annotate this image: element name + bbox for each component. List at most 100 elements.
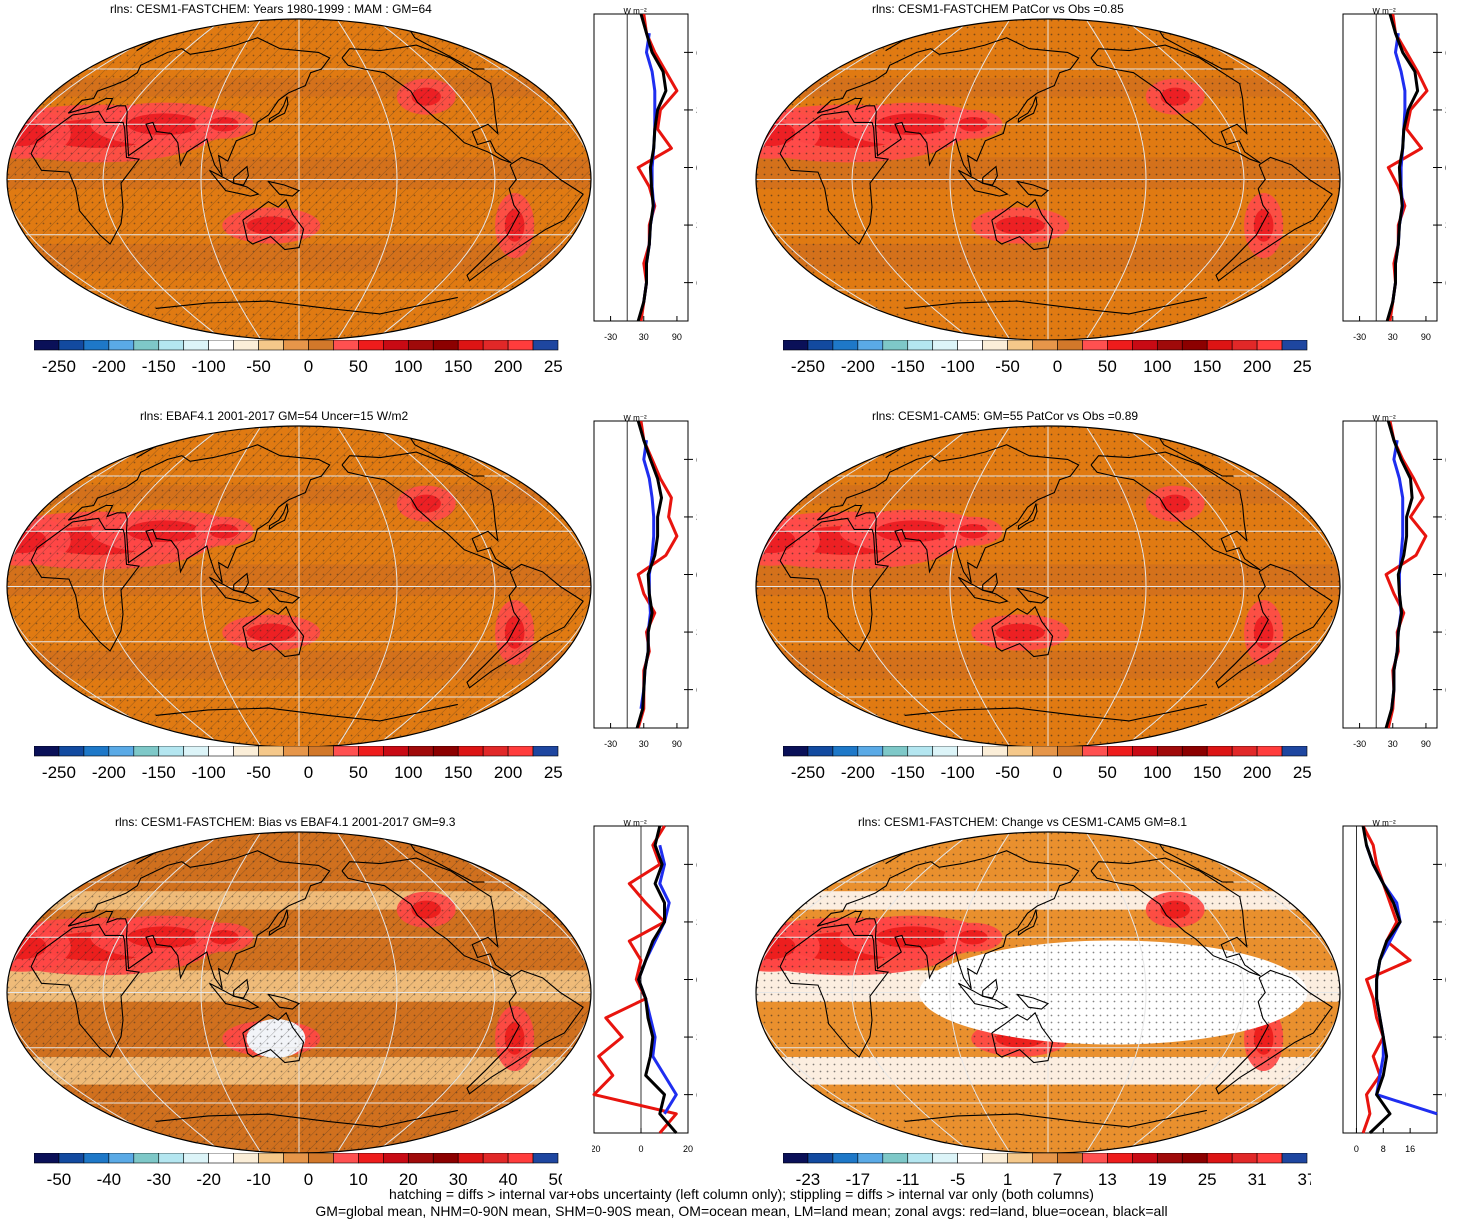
colorbar-label: 150 xyxy=(1193,763,1221,782)
colorbar-swatch xyxy=(83,746,110,757)
colorbar-swatch xyxy=(957,340,983,351)
colorbar-swatch xyxy=(83,1153,110,1164)
colorbar-swatch xyxy=(208,746,234,757)
longitude-gridline xyxy=(1150,426,1340,747)
colorbar-swatch xyxy=(1082,746,1108,757)
colorbar-swatch xyxy=(1181,746,1208,757)
x-tick-label: 16 xyxy=(1405,1144,1415,1154)
coastline xyxy=(816,444,1080,584)
colorbar-swatch xyxy=(1057,746,1083,757)
colorbar-label: -17 xyxy=(846,1170,871,1189)
colorbar: -250 -200 -150 -100 -50 0 50 100 150 200 250 xyxy=(34,746,562,782)
lat-tick-label: 60S xyxy=(696,685,697,697)
colorbar-label: 100 xyxy=(1143,763,1171,782)
colorbar-swatch xyxy=(1256,340,1283,351)
coastline xyxy=(466,563,584,689)
coastline xyxy=(1215,156,1333,282)
longitude-gridline xyxy=(367,426,496,747)
zonal-average-plot: W m⁻² 60N 30N 0 30S 60S -30 30 90 xyxy=(593,8,697,342)
zonal-average-plot: W m⁻² 60N 30N 0 30S 60S -20 0 20 xyxy=(592,820,697,1154)
colorbar-swatch xyxy=(1281,340,1308,351)
colorbar-label: 250 xyxy=(1293,357,1311,376)
colorbar-swatch xyxy=(1132,746,1158,757)
colorbar-label: -250 xyxy=(42,763,76,782)
x-tick-label: -30 xyxy=(1353,739,1366,749)
x-tick-label: 8 xyxy=(1381,1144,1386,1154)
map-title: rlns: CESM1-FASTCHEM: Change vs CESM1-CA… xyxy=(858,815,1188,829)
coastline xyxy=(957,576,1009,604)
coastline xyxy=(155,1109,458,1128)
lat-tick-label: 30N xyxy=(1445,105,1446,117)
coastline xyxy=(1016,993,1050,1010)
map-plot xyxy=(6,831,592,1154)
zonal-line-all xyxy=(636,13,668,322)
colorbar-swatch xyxy=(482,746,509,757)
x-tick-label: 90 xyxy=(1421,739,1431,749)
lat-tick-label: 30S xyxy=(696,220,697,232)
colorbar-swatch xyxy=(982,340,1008,351)
colorbar-swatch xyxy=(1032,1153,1058,1164)
coastline xyxy=(1090,44,1261,164)
colorbar-swatch xyxy=(1281,1153,1308,1164)
longitude-gridline xyxy=(1150,19,1340,340)
colorbar-label: 50 xyxy=(349,763,368,782)
colorbar-label: 20 xyxy=(399,1170,418,1189)
coastline xyxy=(816,37,1080,177)
colorbar-label: -150 xyxy=(891,357,925,376)
colorbar-swatch xyxy=(1032,746,1058,757)
colorbar: -50 -40 -30 -20 -10 0 10 20 30 40 50 xyxy=(34,1153,562,1189)
lat-tick-label: 30N xyxy=(696,105,697,117)
colorbar-label: -50 xyxy=(246,763,271,782)
colorbar-swatch xyxy=(158,1153,185,1164)
colorbar-swatch xyxy=(83,340,110,351)
coastline xyxy=(242,198,305,251)
colorbar-label: -200 xyxy=(92,357,126,376)
zonal-unit-label: W m⁻² xyxy=(1372,415,1396,423)
colorbar-swatch xyxy=(1181,1153,1208,1164)
longitude-gridline xyxy=(756,19,946,340)
colorbar-swatch xyxy=(1281,746,1308,757)
colorbar-label: -150 xyxy=(142,357,176,376)
colorbar-swatch xyxy=(1156,1153,1183,1164)
colorbar-swatch xyxy=(283,746,309,757)
longitude-gridline xyxy=(102,19,231,340)
colorbar-label: -150 xyxy=(142,763,176,782)
colorbar-swatch xyxy=(1007,340,1033,351)
colorbar-label: 200 xyxy=(494,357,522,376)
coastline xyxy=(267,587,301,604)
colorbar-swatch xyxy=(1057,1153,1083,1164)
colorbar-swatch xyxy=(108,746,135,757)
coastline xyxy=(779,923,890,1058)
colorbar-label: 50 xyxy=(1098,763,1117,782)
coastline xyxy=(1215,969,1333,1095)
x-tick-label: 0 xyxy=(1354,1144,1359,1154)
map-title: rlns: CESM1-FASTCHEM: Bias vs EBAF4.1 20… xyxy=(115,815,456,829)
lat-tick-label: 0 xyxy=(1445,975,1446,987)
colorbar: -250 -200 -150 -100 -50 0 50 100 150 200 250 xyxy=(783,340,1311,376)
coastline xyxy=(67,444,331,584)
zonal-line-all xyxy=(637,825,678,1134)
colorbar-swatch xyxy=(932,340,958,351)
colorbar-label: 100 xyxy=(1143,357,1171,376)
coastline xyxy=(233,978,249,999)
colorbar-label: -50 xyxy=(246,357,271,376)
colorbar-swatch xyxy=(1132,340,1158,351)
colorbar-swatch xyxy=(857,340,884,351)
coastline xyxy=(268,96,289,123)
lat-tick-label: 60S xyxy=(1445,1090,1446,1102)
longitude-gridline xyxy=(7,832,197,1153)
plot-frame xyxy=(593,420,689,729)
footer-line-2: GM=global mean, NHM=0-90N mean, SHM=0-90… xyxy=(315,1203,1168,1219)
colorbar-swatch xyxy=(507,1153,534,1164)
colorbar-label: 13 xyxy=(1098,1170,1117,1189)
colorbar-swatch xyxy=(1082,340,1108,351)
coastline xyxy=(779,517,890,652)
colorbar-swatch xyxy=(283,1153,309,1164)
zonal-average-plot: W m⁻² 60N 30N 0 30S 60S 0 8 16 xyxy=(1342,820,1446,1154)
colorbar-swatch xyxy=(783,746,809,757)
colorbar-swatch xyxy=(1231,746,1258,757)
colorbar-label: 200 xyxy=(494,763,522,782)
colorbar-label: -20 xyxy=(196,1170,221,1189)
colorbar-swatch xyxy=(1082,1153,1108,1164)
map-plot xyxy=(755,18,1341,341)
